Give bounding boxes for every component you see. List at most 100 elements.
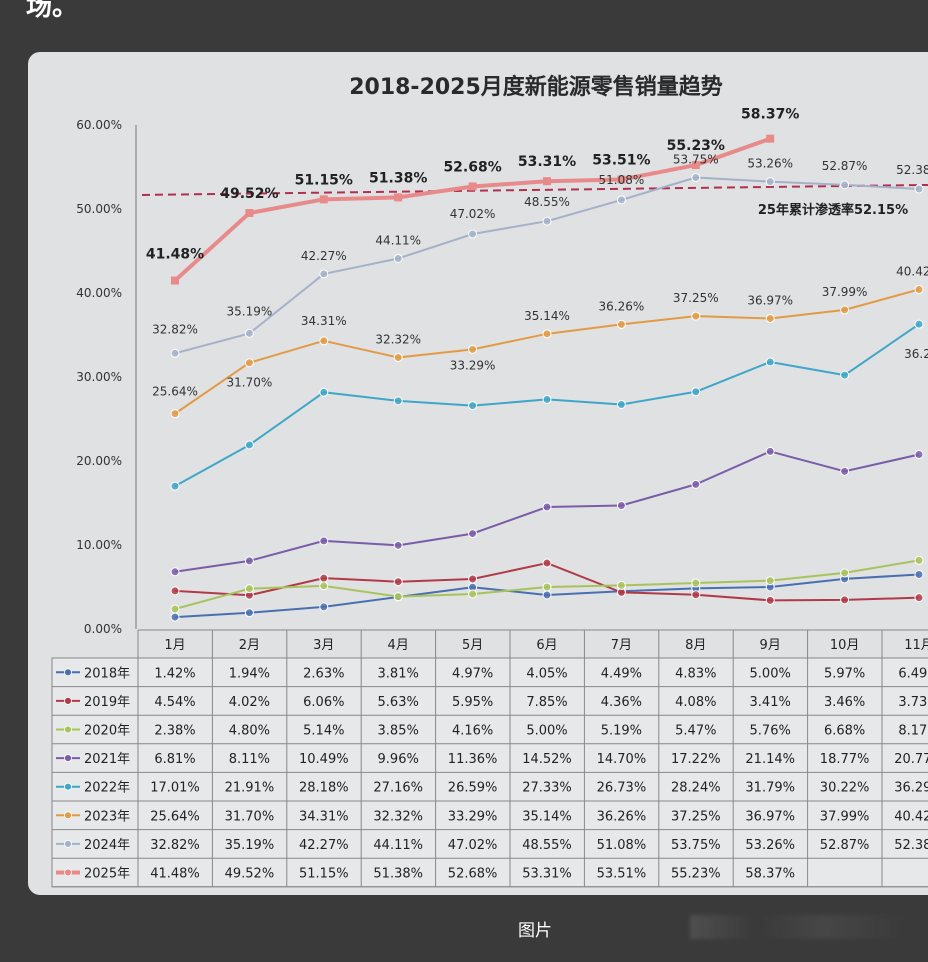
data-label-2024年: 52.38% [896, 163, 928, 177]
data-point-2025年 [766, 134, 775, 143]
table-cell: 4.49% [601, 666, 642, 681]
table-header-month: 10月 [830, 638, 860, 653]
data-label-2023年: 36.26% [599, 299, 645, 313]
legend-label: 2024年 [84, 838, 130, 853]
data-label-2023年: 32.32% [375, 333, 421, 347]
table-cell: 35.19% [225, 838, 275, 853]
data-point-2022年 [765, 357, 775, 367]
table-cell: 41.48% [150, 867, 200, 882]
data-point-2021年 [393, 540, 403, 550]
data-point-2024年 [319, 269, 329, 279]
data-label-2024年: 42.27% [301, 249, 347, 263]
reference-line [141, 183, 928, 196]
data-point-2022年 [244, 440, 254, 450]
data-point-2023年 [468, 344, 478, 354]
data-point-2020年 [170, 604, 180, 614]
data-label-2025年: 53.51% [592, 153, 650, 169]
table-cell: 4.05% [526, 666, 567, 681]
table-cell: 32.82% [150, 838, 200, 853]
data-point-2022年 [393, 396, 403, 406]
table-cell: 18.77% [820, 752, 870, 767]
table-cell: 53.26% [745, 838, 795, 853]
table-cell: 52.87% [820, 838, 870, 853]
legend-marker-2025年 [64, 868, 72, 877]
data-label-2025年: 49.52% [220, 186, 278, 202]
table-cell: 20.77% [894, 752, 928, 767]
data-point-2025年 [171, 276, 179, 285]
legend-label: 2022年 [84, 781, 130, 796]
data-point-2025年 [394, 193, 403, 202]
table-cell: 4.97% [452, 666, 493, 681]
data-label-2023年: 34.31% [301, 314, 347, 328]
legend-marker-2020年 [64, 725, 72, 734]
data-label-2025年: 51.38% [369, 170, 427, 186]
table-cell: 28.18% [299, 781, 349, 796]
table-cell: 3.41% [750, 695, 791, 710]
y-tick-label: 50.00% [76, 202, 122, 216]
data-point-2019年 [765, 595, 775, 605]
data-point-2022年 [840, 370, 850, 380]
data-label-2023年: 40.42% [896, 264, 928, 278]
data-point-2024年 [840, 180, 850, 190]
data-label-2025年: 58.37% [741, 107, 799, 123]
data-point-2020年 [914, 555, 924, 565]
data-label-2024年: 51.08% [599, 173, 645, 187]
data-point-2025年 [468, 182, 477, 191]
data-point-2024年 [914, 184, 924, 194]
data-point-2020年 [393, 592, 403, 602]
table-cell: 36.26% [597, 809, 647, 824]
table-cell: 5.97% [824, 666, 865, 681]
data-point-2025年 [617, 175, 626, 184]
table-cell: 31.79% [745, 781, 795, 796]
table-cell: 5.76% [750, 724, 791, 739]
table-cell: 26.59% [448, 781, 498, 796]
table-cell: 44.11% [373, 838, 423, 853]
table-cell: 36.97% [745, 809, 795, 824]
table-cell: 5.63% [378, 695, 419, 710]
table-cell: 51.08% [597, 838, 647, 853]
table-cell: 6.68% [824, 724, 865, 739]
data-label-2023年: 31.70% [227, 376, 273, 390]
data-label-2025年: 41.48% [146, 247, 204, 263]
table-header-month: 2月 [239, 638, 260, 653]
data-point-2023年 [914, 284, 924, 294]
table-cell: 11.36% [448, 752, 498, 767]
data-point-2022年 [914, 319, 924, 329]
reference-line-label: 25年累计渗透率52.15% [758, 202, 908, 218]
data-point-2022年 [468, 401, 478, 411]
table-cell: 3.81% [378, 666, 419, 681]
chart-image-card[interactable]: 2018-2025月度新能源零售销量趋势 0.00% 10.00% 20.00% 30.… [28, 52, 928, 895]
y-tick-label: 40.00% [76, 286, 122, 300]
cut-off-article-text: 场。 [26, 0, 79, 22]
data-point-2020年 [319, 581, 329, 591]
data-point-2024年 [244, 328, 254, 338]
table-cell: 9.96% [378, 752, 419, 767]
table-cell: 5.95% [452, 695, 493, 710]
table-cell: 48.55% [522, 838, 572, 853]
data-point-2025年 [691, 161, 700, 170]
table-cell: 34.31% [299, 809, 349, 824]
table-cell: 4.08% [675, 695, 716, 710]
legend-label: 2021年 [84, 752, 130, 767]
table-cell: 10.49% [299, 752, 349, 767]
data-label-2024年: 48.55% [524, 195, 570, 209]
legend-marker-2019年 [64, 697, 72, 705]
table-cell: 26.73% [597, 781, 647, 796]
table-header-month: 8月 [685, 638, 706, 653]
y-tick-label: 10.00% [76, 538, 122, 552]
table-cell: 40.42% [894, 809, 928, 824]
table-cell: 14.70% [597, 752, 647, 767]
data-point-2022年 [542, 394, 552, 404]
data-point-2023年 [616, 319, 626, 329]
table-cell: 53.31% [522, 867, 572, 882]
table-cell: 4.02% [229, 695, 270, 710]
table-cell: 6.49% [898, 666, 928, 681]
table-header-month: 1月 [164, 638, 185, 653]
table-cell: 49.52% [225, 867, 275, 882]
table-cell: 27.33% [522, 781, 572, 796]
data-label-2023年: 37.99% [822, 285, 868, 299]
table-cell: 42.27% [299, 838, 349, 853]
data-point-2020年 [840, 568, 850, 578]
data-point-2025年 [543, 177, 551, 186]
table-cell: 4.54% [154, 695, 195, 710]
